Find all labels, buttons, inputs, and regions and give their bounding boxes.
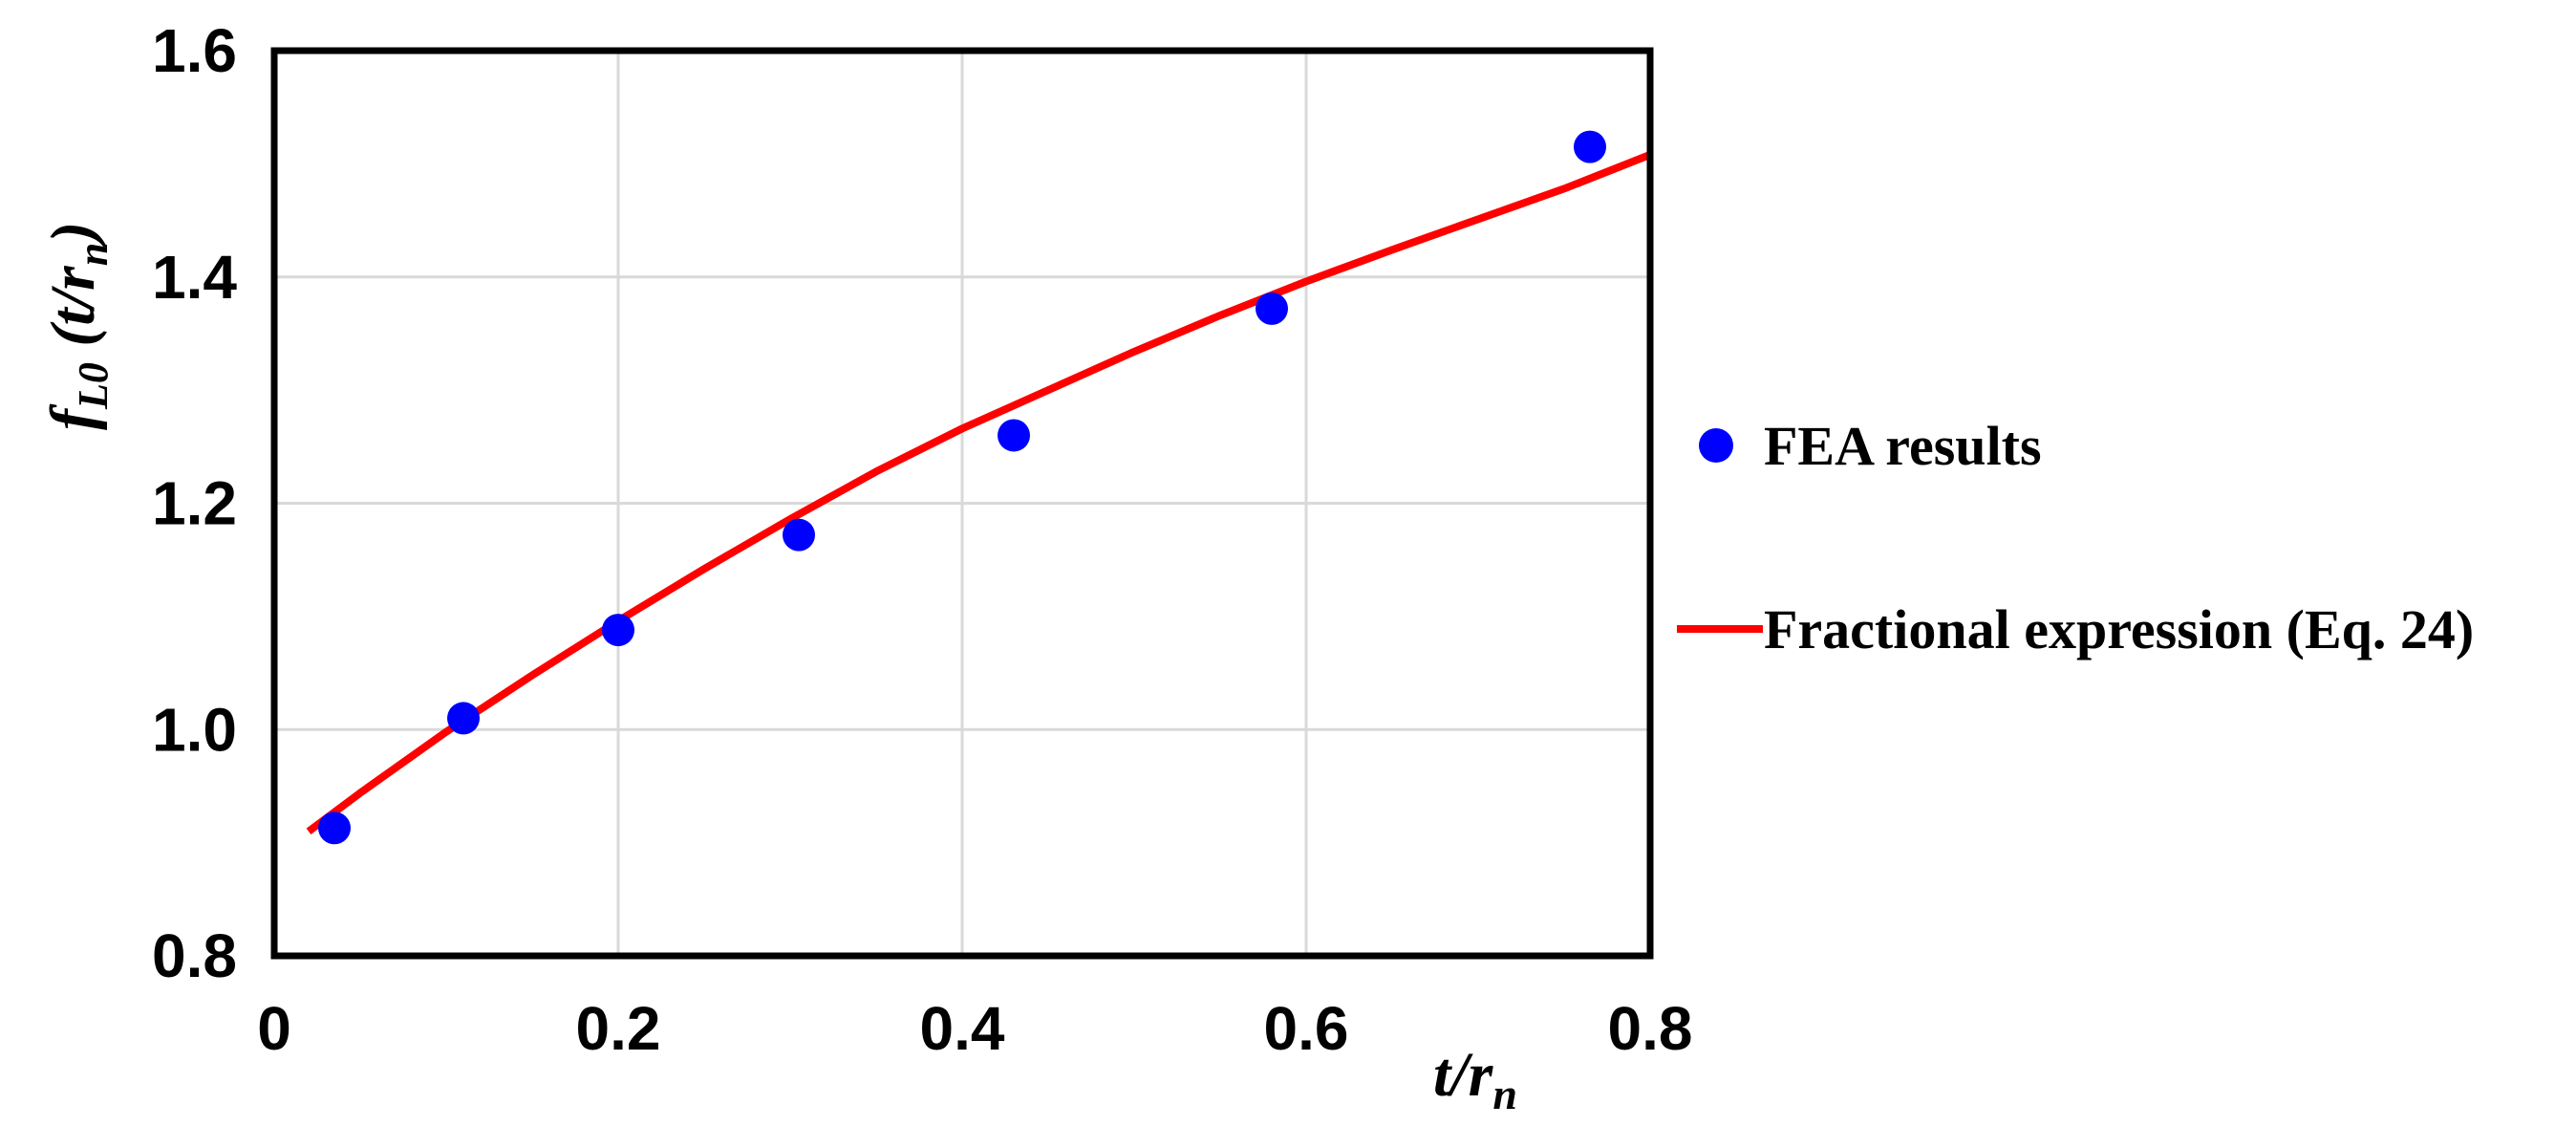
- y-axis-label-close: ): [38, 222, 108, 248]
- data-point: [1574, 130, 1606, 163]
- data-point: [783, 518, 815, 552]
- y-tick-label: 1.2: [152, 469, 237, 538]
- x-tick-label: 0.6: [1264, 994, 1349, 1063]
- fit-curve: [306, 151, 1652, 834]
- x-axis-label-sub: n: [1492, 1070, 1517, 1118]
- y-tick-label: 0.8: [152, 921, 237, 990]
- x-tick-label: 0: [257, 994, 291, 1063]
- legend: FEA results Fractional expression (Eq. 2…: [1677, 415, 2474, 660]
- data-point: [602, 614, 634, 647]
- x-tick-label: 0.8: [1608, 994, 1693, 1063]
- legend-label-line: Fractional expression (Eq. 24): [1764, 598, 2474, 660]
- y-axis-label-open: (t/r: [38, 265, 108, 362]
- gridlines: [272, 49, 1652, 958]
- y-axis-label-sub: n: [70, 243, 117, 266]
- plot-area: [270, 47, 1654, 960]
- x-axis-label: t/rn: [1433, 1040, 1517, 1118]
- data-point: [447, 702, 480, 735]
- x-tick-label: 0.4: [920, 994, 1005, 1063]
- x-tick-label: 0.2: [576, 994, 661, 1063]
- y-tick-labels: 0.8 1.0 1.2 1.4 1.6: [152, 16, 237, 990]
- x-tick-labels: 0 0.2 0.4 0.6 0.8: [257, 994, 1692, 1063]
- y-tick-label: 1.4: [152, 243, 237, 312]
- legend-marker-scatter: [1699, 428, 1733, 463]
- y-tick-label: 1.6: [152, 16, 237, 85]
- scatter-series: [318, 130, 1606, 845]
- data-point: [998, 419, 1030, 452]
- y-axis-label-fsub: L0: [70, 362, 117, 410]
- data-point: [1256, 292, 1288, 325]
- x-axis-label-main: t/r: [1433, 1040, 1494, 1110]
- legend-label-scatter: FEA results: [1764, 415, 2042, 477]
- line-series: [306, 151, 1652, 834]
- y-tick-label: 1.0: [152, 695, 237, 764]
- data-point: [318, 812, 351, 845]
- y-axis-label: fL0 (t/rn): [38, 222, 117, 430]
